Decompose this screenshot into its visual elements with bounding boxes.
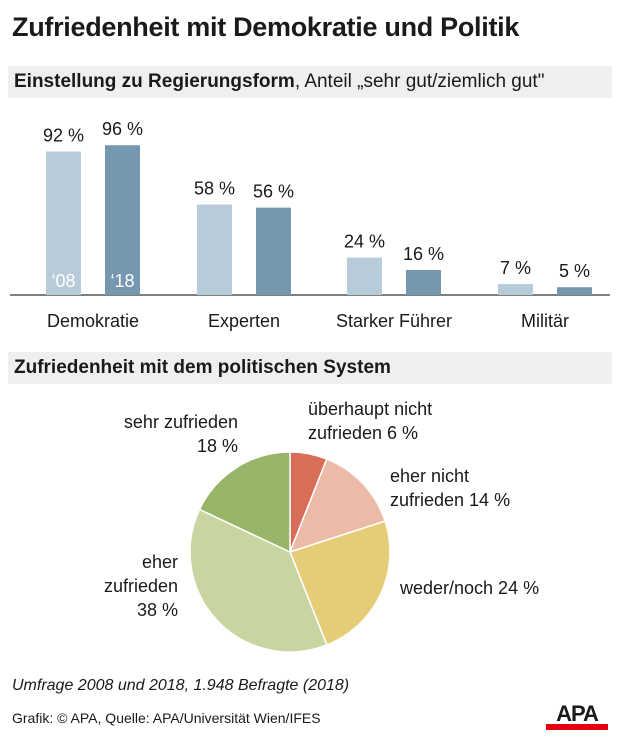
pie-slice-label: zufrieden (104, 576, 178, 596)
apa-logo-text: APA (556, 701, 599, 726)
bar-value-label: 58 % (194, 179, 235, 199)
bar-2018 (557, 287, 592, 295)
category-label: Militär (521, 311, 569, 331)
bar-chart-heading-bold: Einstellung zu Regierungsform (14, 71, 295, 92)
bar-2018 (105, 145, 140, 295)
bar-2008 (347, 257, 382, 295)
pie-slice (198, 451, 291, 554)
category-label: Starker Führer (336, 311, 452, 331)
pie-chart-heading: Zufriedenheit mit dem politischen System (8, 352, 612, 384)
pie-slice-label: sehr zufrieden (124, 412, 238, 432)
category-label: Demokratie (47, 311, 139, 331)
survey-note: Umfrage 2008 und 2018, 1.948 Befragte (2… (12, 677, 350, 694)
bar-value-label: 92 % (43, 125, 84, 145)
series-label: ‘08 (51, 271, 75, 291)
bar-value-label: 16 % (403, 244, 444, 264)
category-label: Experten (208, 311, 280, 331)
bar-value-label: 96 % (102, 119, 143, 139)
bar-2008 (197, 204, 232, 295)
bar-value-label: 7 % (500, 258, 531, 278)
pie-slice-label: 38 % (137, 600, 178, 620)
pie-slice-label: eher (142, 552, 178, 572)
bar-value-label: 56 % (253, 182, 294, 202)
bar-2008 (46, 151, 81, 295)
bar-2008 (498, 284, 533, 295)
bar-chart-heading: Einstellung zu Regierungsform, Anteil „s… (8, 66, 612, 98)
page-title: Zufriedenheit mit Demokratie und Politik (12, 12, 520, 42)
apa-logo: APA (546, 701, 608, 730)
bar-chart-heading-rest: , Anteil „sehr gut/ziemlich gut" (294, 71, 545, 92)
bar-value-label: 24 % (344, 232, 385, 252)
bar-2018 (256, 207, 291, 295)
bar-2018 (406, 270, 441, 295)
pie-slice-label: weder/noch 24 % (399, 578, 539, 598)
source-credit: Grafik: © APA, Quelle: APA/Universität W… (12, 710, 321, 726)
series-label: ‘18 (110, 271, 134, 291)
pie-slice-label: eher nicht (390, 466, 469, 486)
pie-slice-label: 18 % (197, 436, 238, 456)
pie-slice-label: überhaupt nicht (308, 399, 432, 419)
pie-slice (189, 508, 328, 653)
bar-value-label: 5 % (559, 261, 590, 281)
pie-slice-label: zufrieden 6 % (308, 423, 418, 443)
pie-slice-label: zufrieden 14 % (390, 490, 510, 510)
